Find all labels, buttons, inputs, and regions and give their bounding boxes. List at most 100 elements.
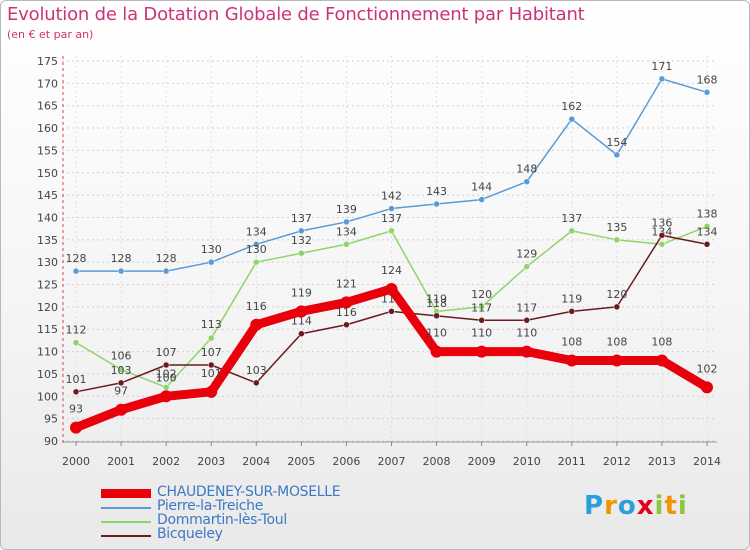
data-label: 162 xyxy=(561,100,582,113)
data-point xyxy=(388,205,395,212)
y-tick-label: 95 xyxy=(44,413,58,426)
data-point xyxy=(613,236,621,244)
data-label: 110 xyxy=(516,327,537,340)
y-tick-label: 175 xyxy=(37,55,58,68)
data-point xyxy=(72,267,80,275)
y-tick-label: 100 xyxy=(37,390,58,403)
data-point xyxy=(117,267,125,275)
data-point xyxy=(655,354,668,367)
data-point xyxy=(115,403,128,416)
data-label: 116 xyxy=(246,300,267,313)
y-tick-label: 115 xyxy=(37,323,58,336)
data-point xyxy=(523,317,530,324)
data-label: 128 xyxy=(156,252,177,265)
data-point xyxy=(388,308,395,315)
y-tick-label: 135 xyxy=(37,234,58,247)
data-label: 144 xyxy=(471,181,492,194)
data-point xyxy=(340,296,353,309)
x-tick-label: 2012 xyxy=(603,455,631,468)
data-label: 101 xyxy=(66,373,87,386)
y-tick-label: 150 xyxy=(37,167,58,180)
data-point xyxy=(160,390,173,403)
data-point xyxy=(613,151,621,159)
data-label: 120 xyxy=(606,288,627,301)
data-label: 121 xyxy=(336,277,357,290)
data-point xyxy=(343,241,350,248)
data-point xyxy=(162,361,170,369)
data-label: 171 xyxy=(651,60,672,73)
data-label: 101 xyxy=(201,367,222,380)
data-point xyxy=(343,321,350,329)
data-point xyxy=(385,283,398,295)
data-label: 129 xyxy=(516,248,537,261)
data-label: 135 xyxy=(606,221,627,234)
data-label: 134 xyxy=(697,225,718,238)
data-point xyxy=(568,115,576,123)
data-point xyxy=(523,178,530,185)
data-point xyxy=(207,361,215,369)
data-point xyxy=(478,317,485,324)
data-point xyxy=(433,200,440,208)
data-point xyxy=(117,366,125,373)
data-point xyxy=(207,258,215,266)
y-tick-label: 125 xyxy=(37,279,58,292)
chart-title: Evolution de la Dotation Globale de Fonc… xyxy=(7,4,585,25)
data-label: 93 xyxy=(69,403,83,416)
data-label: 97 xyxy=(114,385,128,398)
data-point xyxy=(565,354,578,367)
data-point xyxy=(658,75,666,83)
data-label: 116 xyxy=(336,306,357,319)
data-label: 108 xyxy=(606,336,627,349)
data-point xyxy=(72,339,80,346)
data-label: 110 xyxy=(471,327,492,340)
data-label: 128 xyxy=(66,252,87,265)
data-point xyxy=(298,227,305,235)
x-tick-label: 2003 xyxy=(197,455,225,468)
data-point xyxy=(701,381,713,394)
data-point xyxy=(430,345,443,358)
legend-label: Pierre-la-Treiche xyxy=(157,498,264,514)
y-tick-label: 170 xyxy=(37,77,58,90)
data-point xyxy=(478,303,485,311)
legend-label: Bicqueley xyxy=(157,526,223,542)
data-point xyxy=(520,345,533,358)
y-tick-label: 105 xyxy=(37,368,58,381)
legend-swatch xyxy=(101,521,151,523)
x-tick-label: 2008 xyxy=(423,455,451,468)
data-point xyxy=(388,227,395,235)
data-point xyxy=(475,345,488,358)
data-point xyxy=(703,223,711,230)
legend-swatch xyxy=(101,489,151,498)
logo-letter: t xyxy=(664,491,678,521)
data-label: 134 xyxy=(336,225,357,238)
data-label: 102 xyxy=(697,362,718,375)
data-point xyxy=(162,384,170,391)
x-tick-label: 2010 xyxy=(513,455,541,468)
x-tick-label: 2005 xyxy=(287,455,315,468)
data-label: 117 xyxy=(516,301,537,314)
data-label: 143 xyxy=(426,185,447,198)
x-tick-label: 2004 xyxy=(242,455,270,468)
data-label: 117 xyxy=(471,301,492,314)
data-point xyxy=(70,421,82,434)
data-label: 102 xyxy=(156,367,177,380)
data-label: 119 xyxy=(561,292,582,305)
x-tick-label: 2006 xyxy=(332,455,360,468)
legend-swatch xyxy=(101,535,151,537)
data-label: 124 xyxy=(381,264,402,277)
data-point xyxy=(207,334,215,342)
data-point xyxy=(568,227,576,235)
data-point xyxy=(253,379,260,387)
data-label: 103 xyxy=(246,364,267,377)
data-point xyxy=(162,267,170,275)
data-label: 108 xyxy=(651,336,672,349)
data-label: 128 xyxy=(111,252,132,265)
data-point xyxy=(478,196,485,203)
data-label: 112 xyxy=(66,324,87,337)
y-tick-label: 155 xyxy=(37,144,58,157)
logo-letter: P xyxy=(584,491,605,521)
y-tick-label: 160 xyxy=(37,122,58,135)
data-label: 139 xyxy=(336,203,357,216)
